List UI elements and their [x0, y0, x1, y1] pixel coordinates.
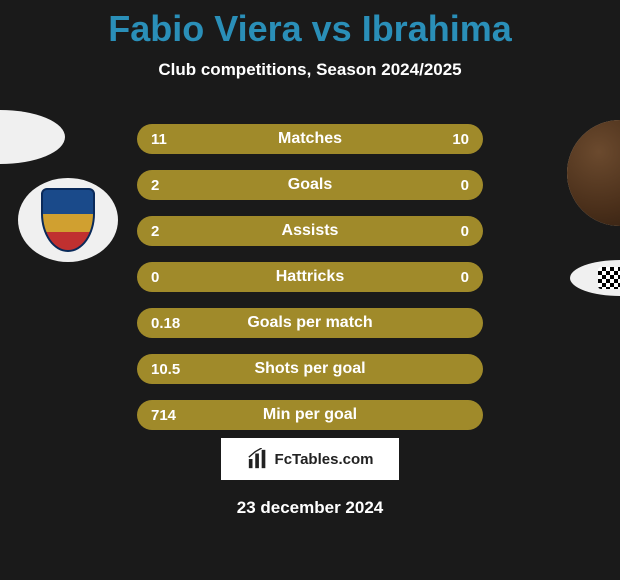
- bar-chart-icon: [247, 448, 269, 470]
- watermark-text: FcTables.com: [275, 451, 374, 468]
- stat-label: Goals: [137, 176, 483, 194]
- page-title: Fabio Viera vs Ibrahima: [0, 0, 620, 50]
- date-text: 23 december 2024: [0, 498, 620, 518]
- club-logo-left: [18, 178, 118, 262]
- stat-row: 714 Min per goal: [137, 400, 483, 430]
- stat-row: 2 Assists 0: [137, 216, 483, 246]
- stat-row: 2 Goals 0: [137, 170, 483, 200]
- boavista-check-icon: [598, 267, 620, 289]
- stat-rows: 11 Matches 10 2 Goals 0 2 Assists 0 0 Ha…: [137, 124, 483, 446]
- stat-label: Goals per match: [137, 314, 483, 332]
- stat-label: Min per goal: [137, 406, 483, 424]
- watermark: FcTables.com: [221, 438, 399, 480]
- club-logo-right: [570, 260, 620, 296]
- stat-row: 10.5 Shots per goal: [137, 354, 483, 384]
- stat-row: 0.18 Goals per match: [137, 308, 483, 338]
- stat-label: Matches: [137, 130, 483, 148]
- porto-shield-icon: [41, 188, 95, 252]
- player-photo-left: [0, 110, 65, 164]
- stat-label: Shots per goal: [137, 360, 483, 378]
- stat-label: Hattricks: [137, 268, 483, 286]
- face-placeholder: [567, 120, 620, 226]
- stat-label: Assists: [137, 222, 483, 240]
- player-photo-right: [567, 120, 620, 226]
- page-subtitle: Club competitions, Season 2024/2025: [0, 60, 620, 80]
- stat-row: 0 Hattricks 0: [137, 262, 483, 292]
- stat-row: 11 Matches 10: [137, 124, 483, 154]
